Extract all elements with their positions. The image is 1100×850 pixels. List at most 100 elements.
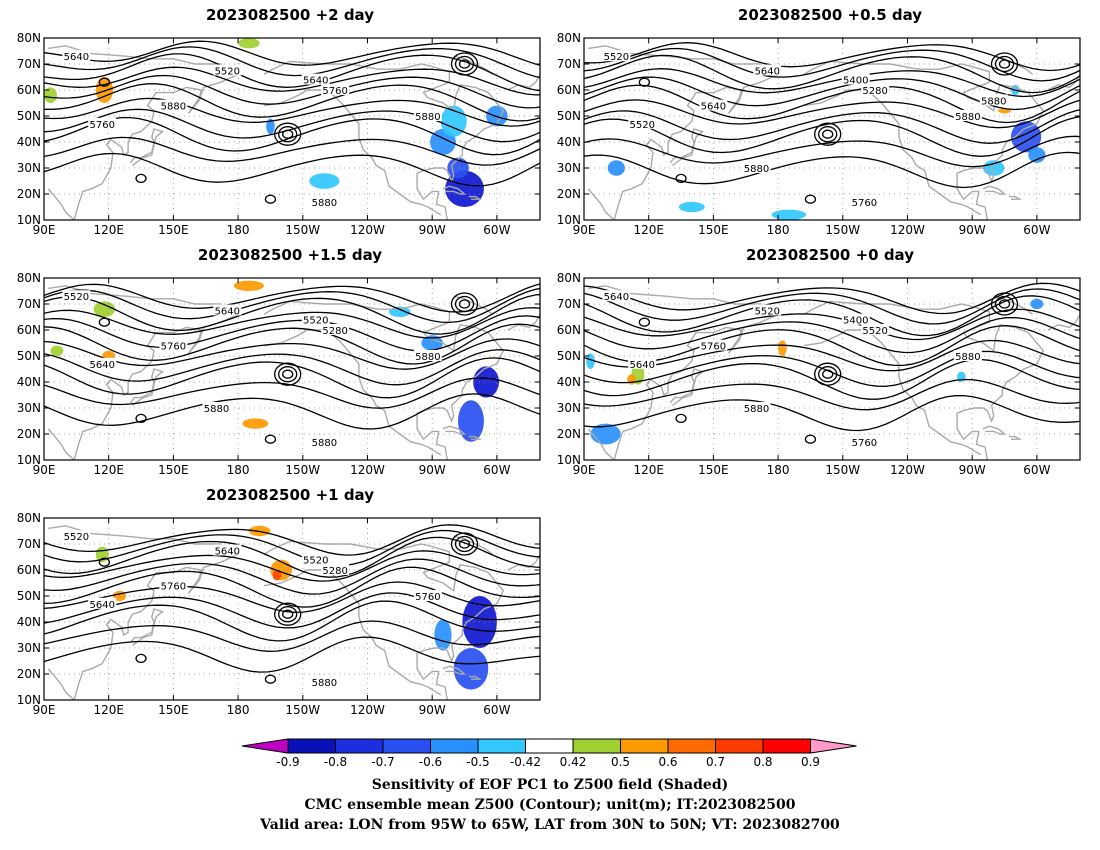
contour-ring <box>458 539 471 549</box>
plot-frame <box>583 37 1081 221</box>
contour-line <box>44 529 540 567</box>
shade-patch <box>44 87 57 103</box>
coastline <box>129 608 165 646</box>
contour-label-bg <box>602 290 631 302</box>
contour-label: 5640 <box>629 360 654 371</box>
coastline <box>468 675 483 680</box>
colorbar-tick-label: -0.7 <box>371 755 394 769</box>
y-tick-label: 80N <box>17 511 41 525</box>
y-tick-label: 50N <box>557 109 581 123</box>
colorbar-tick-label: -0.42 <box>510 755 541 769</box>
shade-patch <box>50 345 64 356</box>
coastline <box>129 368 165 406</box>
contour-ring <box>638 77 651 87</box>
contour-label: 5520 <box>303 316 328 327</box>
contour-label-bg <box>202 402 231 413</box>
x-tick-label: 60W <box>483 223 510 237</box>
colorbar: -0.9 -0.8 -0.7 -0.6 -0.5 -0.42 0.42 0.5 0.6 0.7 0.… <box>241 738 857 769</box>
shade-patch <box>1028 147 1046 163</box>
x-tick-label: 180 <box>767 223 790 237</box>
contour-label: 5520 <box>862 326 887 337</box>
x-tick-label: 120E <box>93 223 124 237</box>
contour-label-bg <box>628 357 657 369</box>
contour-label: 5880 <box>161 102 186 113</box>
colorbar-segment <box>525 738 574 754</box>
contour-label-bg <box>310 195 339 207</box>
contour-label-bg <box>742 402 771 413</box>
contour-label-bg <box>310 675 339 687</box>
contour-ring <box>454 55 475 73</box>
contour-label: 5760 <box>852 198 877 209</box>
x-tick-label: 150E <box>158 463 189 477</box>
x-tick-label: 180 <box>227 223 250 237</box>
contour-label-bg <box>321 564 350 575</box>
colorbar-arrow-left <box>241 738 289 754</box>
y-tick-label: 80N <box>557 271 581 285</box>
contour-ring <box>822 369 834 379</box>
y-tick-label: 60N <box>557 323 581 337</box>
coastline <box>1008 435 1023 440</box>
shade-patch <box>242 418 269 429</box>
contour-line <box>44 152 540 187</box>
shade-patch <box>434 619 452 651</box>
contour-label-bg <box>88 597 117 609</box>
y-tick-label: 30N <box>557 401 581 415</box>
contour-label: 5280 <box>322 566 347 577</box>
x-tick-label: 150E <box>698 223 729 237</box>
panel-title-p15: 2023082500 +1.5 day <box>197 246 383 264</box>
colorbar-segment <box>335 738 384 754</box>
coastline <box>993 295 1034 315</box>
contour-label: 5640 <box>215 307 240 318</box>
contour-line <box>44 558 540 595</box>
contour-line <box>44 40 540 66</box>
contour-line <box>44 524 540 556</box>
x-tick-label: 90W <box>419 463 446 477</box>
shade-patch <box>238 38 260 49</box>
contour-label: 5640 <box>701 102 726 113</box>
contour-ring <box>450 532 479 556</box>
contour-line <box>584 282 1080 315</box>
contour-line <box>44 74 540 109</box>
contour-label-bg <box>301 73 330 85</box>
colorbar-tick-label: 0.42 <box>560 755 587 769</box>
contour-label-bg <box>841 73 870 85</box>
contour-line <box>44 293 540 335</box>
contour-ring <box>282 369 294 379</box>
contour-line <box>44 46 540 79</box>
contour-label: 5760 <box>161 582 186 593</box>
shade-patch <box>233 280 264 291</box>
coastline <box>47 285 240 460</box>
contour-label: 5880 <box>415 352 440 363</box>
x-tick-label: 90E <box>33 463 56 477</box>
contour-label: 5520 <box>303 556 328 567</box>
coastline <box>1047 43 1080 91</box>
shade-patch <box>309 173 340 189</box>
contour-label-bg <box>953 350 982 361</box>
contour-line <box>44 620 540 652</box>
y-tick-label: 10N <box>557 453 581 467</box>
colorbar-segment <box>382 738 431 754</box>
contour-label-bg <box>62 530 91 542</box>
contour-line <box>44 592 540 629</box>
y-tick-label: 40N <box>557 135 581 149</box>
contour-ring <box>804 194 817 204</box>
contour-label-bg <box>310 435 339 447</box>
panel-title-p2: 2023082500 +2 day <box>206 6 374 24</box>
coastline <box>587 285 780 460</box>
colorbar-segment <box>762 738 811 754</box>
contour-ring <box>450 292 479 316</box>
shade-patch <box>272 570 282 581</box>
contour-line <box>44 97 540 127</box>
colorbar-tick-label: 0.5 <box>611 755 630 769</box>
contour-ring <box>98 557 111 567</box>
x-tick-label: 150E <box>158 703 189 717</box>
contour-label-bg <box>742 162 771 173</box>
contour-label-bg <box>602 50 631 62</box>
contour-line <box>44 581 540 613</box>
y-tick-label: 70N <box>17 57 41 71</box>
x-tick-label: 120W <box>350 703 385 717</box>
contour-label: 5760 <box>322 86 347 97</box>
contour-label: 5880 <box>204 404 229 415</box>
contour-label-bg <box>413 350 442 361</box>
